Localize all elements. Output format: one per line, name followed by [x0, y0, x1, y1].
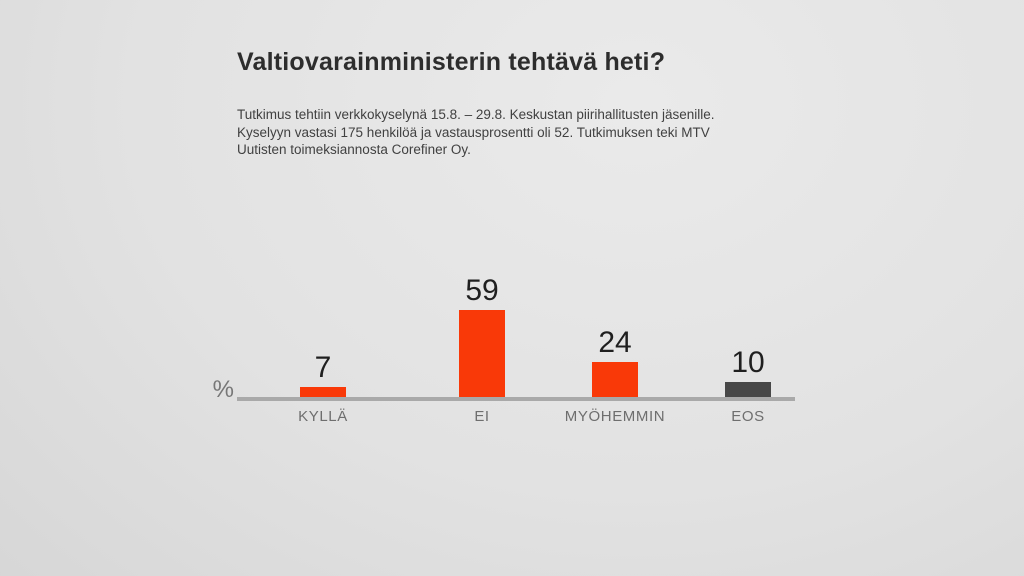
survey-description-line-1: Tutkimus tehtiin verkkokyselynä 15.8. – … [237, 107, 715, 122]
bar-chart: 7 KYLLÄ 59 EI 24 MYÖHEMMIN 10 EOS [237, 270, 795, 430]
bar-value-label: 7 [314, 351, 332, 384]
survey-description-line-3: Uutisten toimeksiannosta Corefiner Oy. [237, 142, 471, 157]
bar-value-label: 59 [465, 274, 499, 307]
bar-category-label: KYLLÄ [298, 408, 348, 425]
bar-value-label: 24 [598, 326, 632, 359]
bar-rect [459, 310, 505, 397]
bar-value-label: 10 [731, 346, 765, 379]
page-title: Valtiovarainministerin tehtävä heti? [237, 48, 666, 76]
x-axis-line [237, 397, 795, 401]
bar-category-label: MYÖHEMMIN [564, 408, 666, 425]
percent-axis-label: % [212, 376, 234, 403]
bar-rect [725, 382, 771, 397]
bar-rect [592, 362, 638, 397]
bar-category-label: EOS [731, 408, 765, 425]
survey-description-line-2: Kyselyyn vastasi 175 henkilöä ja vastaus… [237, 124, 710, 140]
bar-rect [300, 387, 346, 397]
survey-description: Tutkimus tehtiin verkkokyselynä 15.8. – … [237, 106, 715, 159]
bar-category-label: EI [474, 408, 490, 425]
